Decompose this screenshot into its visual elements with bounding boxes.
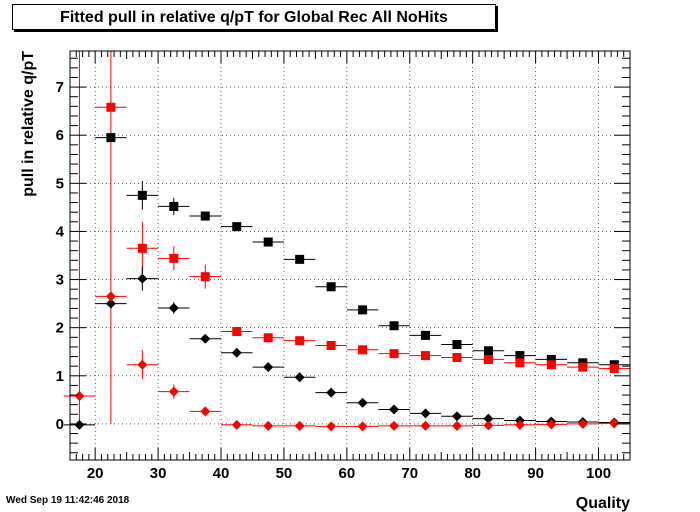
data-point xyxy=(168,386,179,397)
data-point xyxy=(358,305,368,315)
data-point xyxy=(326,421,337,432)
data-point xyxy=(137,359,148,370)
data-point xyxy=(200,333,211,344)
data-point xyxy=(483,354,493,364)
data-point xyxy=(106,133,116,143)
data-point xyxy=(295,254,305,264)
data-point xyxy=(389,321,399,331)
data-point xyxy=(294,420,305,431)
data-point xyxy=(326,387,337,398)
y-tick-label: 2 xyxy=(56,320,64,337)
y-tick-label: 0 xyxy=(56,416,64,433)
data-point xyxy=(74,391,85,402)
data-point xyxy=(326,340,336,350)
data-point xyxy=(357,421,368,432)
data-point xyxy=(515,358,525,368)
data-point xyxy=(263,237,273,247)
data-point xyxy=(263,333,273,343)
y-tick-label: 7 xyxy=(56,79,64,96)
data-point xyxy=(420,420,431,431)
data-point xyxy=(74,419,85,430)
data-point xyxy=(483,420,494,431)
data-point xyxy=(546,360,556,370)
data-point xyxy=(200,272,210,282)
data-point xyxy=(451,411,462,422)
data-point xyxy=(546,354,556,364)
data-point xyxy=(200,211,210,221)
data-point xyxy=(200,406,211,417)
x-tick-label: 20 xyxy=(87,465,104,482)
x-tick-label: 80 xyxy=(464,465,481,482)
data-point xyxy=(169,201,179,211)
data-point xyxy=(263,362,274,373)
data-point xyxy=(514,419,525,430)
data-point xyxy=(232,222,242,232)
plot-frame xyxy=(69,50,631,461)
data-point xyxy=(168,302,179,313)
data-point xyxy=(389,404,400,415)
grid xyxy=(70,51,630,460)
data-point xyxy=(294,372,305,383)
data-point xyxy=(295,336,305,346)
y-tick-label: 4 xyxy=(56,223,65,240)
data-point xyxy=(263,420,274,431)
data-point xyxy=(105,291,116,302)
ticks xyxy=(69,51,631,460)
data-point xyxy=(483,413,494,424)
data-point xyxy=(105,298,116,309)
x-tick-label: 50 xyxy=(276,465,293,482)
data-point xyxy=(578,362,588,372)
data-point xyxy=(137,190,147,200)
x-tick-label: 70 xyxy=(401,465,418,482)
data-point xyxy=(358,345,368,355)
data-point xyxy=(231,347,242,358)
x-tick-label: 90 xyxy=(527,465,544,482)
data-point xyxy=(357,397,368,408)
data-point xyxy=(106,102,116,112)
x-tick-label: 60 xyxy=(339,465,356,482)
y-tick-label: 3 xyxy=(56,272,64,289)
y-axis-title: pull in relative q/pT xyxy=(20,51,37,197)
data-point xyxy=(546,419,557,430)
data-point xyxy=(420,408,431,419)
data-point xyxy=(137,243,147,253)
x-tick-label: 40 xyxy=(213,465,230,482)
y-tick-label: 5 xyxy=(56,175,64,192)
data-point xyxy=(452,353,462,363)
x-tick-label: 100 xyxy=(586,465,611,482)
chart-title-box: Fitted pull in relative q/pT for Global … xyxy=(12,4,496,30)
data-point xyxy=(389,420,400,431)
data-point xyxy=(577,418,588,429)
x-axis-title: Quality xyxy=(576,495,630,512)
x-tick-label: 30 xyxy=(150,465,167,482)
chart-title: Fitted pull in relative q/pT for Global … xyxy=(60,9,448,26)
data-point xyxy=(515,351,525,361)
plot-area xyxy=(70,51,630,460)
data-point xyxy=(326,282,336,292)
data-point xyxy=(137,273,148,284)
data-point xyxy=(421,351,431,361)
data-point xyxy=(231,419,242,430)
data-point xyxy=(232,327,242,337)
timestamp: Wed Sep 19 11:42:46 2018 xyxy=(6,495,130,506)
data-point xyxy=(483,346,493,356)
data-point xyxy=(421,330,431,340)
y-tick-label: 6 xyxy=(56,127,64,144)
data-point xyxy=(452,340,462,350)
series-3 xyxy=(63,291,630,432)
data-point xyxy=(389,349,399,359)
data-point xyxy=(609,364,619,374)
series-1 xyxy=(95,102,630,374)
y-tick-label: 1 xyxy=(56,368,64,385)
data-point xyxy=(169,253,179,263)
data-point xyxy=(451,420,462,431)
